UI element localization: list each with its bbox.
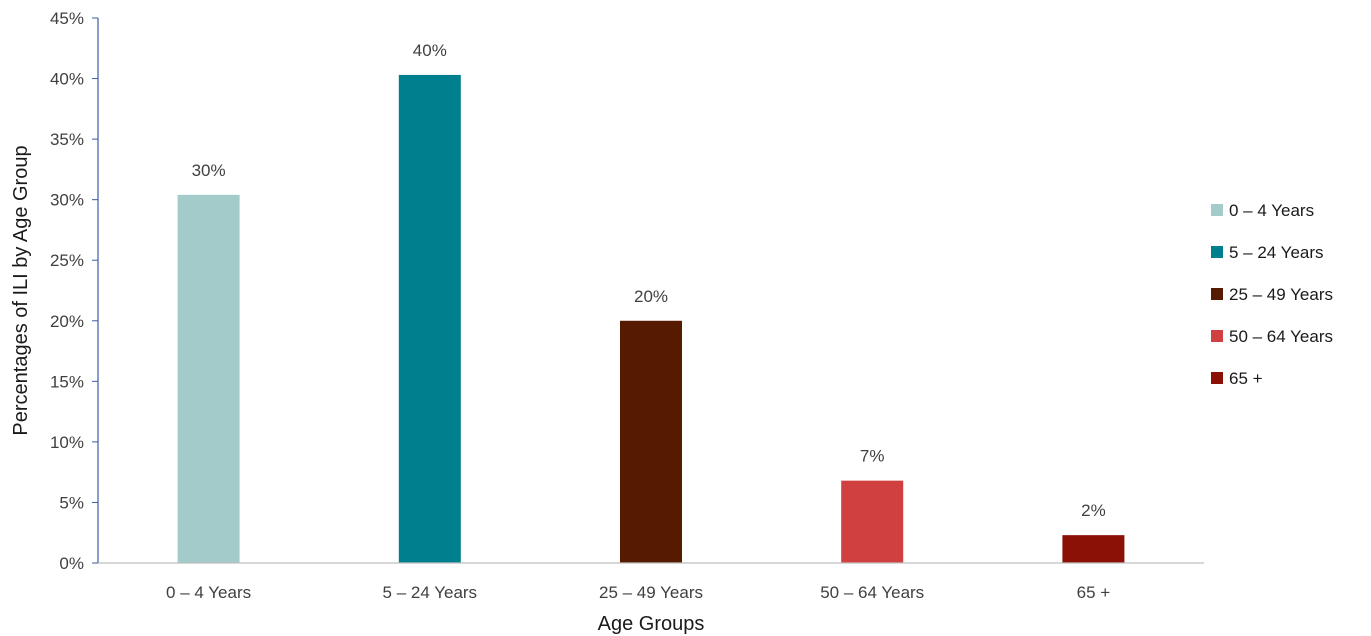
- y-tick-label: 20%: [50, 312, 84, 331]
- legend-swatch: [1211, 204, 1223, 216]
- bar: [398, 74, 461, 563]
- axes: [97, 18, 1204, 564]
- legend-swatch: [1211, 330, 1223, 342]
- legend-swatch: [1211, 288, 1223, 300]
- bar-data-labels: 30% 40% 20% 7% 2%: [192, 41, 1106, 520]
- x-axis-ticks: 0 – 4 Years 5 – 24 Years 25 – 49 Years 50 –…: [166, 583, 1110, 602]
- bar-value-label: 20%: [634, 287, 668, 306]
- y-tick-label: 30%: [50, 191, 84, 210]
- bar: [620, 320, 682, 563]
- x-tick-label: 25 – 49 Years: [599, 583, 703, 602]
- bar-value-label: 7%: [860, 447, 885, 466]
- legend-label: 0 – 4 Years: [1229, 201, 1314, 220]
- legend-label: 50 – 64 Years: [1229, 327, 1333, 346]
- y-axis-title: Percentages of ILI by Age Group: [10, 145, 32, 435]
- legend-swatch: [1211, 372, 1223, 384]
- x-tick-label: 5 – 24 Years: [383, 583, 478, 602]
- bar-value-label: 40%: [413, 41, 447, 60]
- x-tick-label: 65 +: [1077, 583, 1111, 602]
- y-tick-label: 5%: [59, 493, 84, 512]
- legend: 0 – 4 Years 5 – 24 Years 25 – 49 Years 50 –…: [1211, 201, 1333, 388]
- bar: [1062, 535, 1125, 563]
- y-tick-label: 10%: [50, 433, 84, 452]
- bars: [177, 74, 1125, 564]
- bar: [841, 480, 904, 563]
- legend-label: 25 – 49 Years: [1229, 285, 1333, 304]
- y-axis-ticks: 0% 5% 10% 15% 20% 25% 30% 35% 40% 45%: [50, 9, 98, 573]
- bar: [177, 194, 240, 564]
- y-tick-label: 45%: [50, 9, 84, 28]
- y-tick-label: 0%: [59, 554, 84, 573]
- legend-label: 65 +: [1229, 369, 1263, 388]
- bar-value-label: 2%: [1081, 501, 1106, 520]
- y-tick-label: 15%: [50, 372, 84, 391]
- legend-label: 5 – 24 Years: [1229, 243, 1324, 262]
- legend-swatch: [1211, 246, 1223, 258]
- y-tick-label: 25%: [50, 251, 84, 270]
- x-tick-label: 0 – 4 Years: [166, 583, 251, 602]
- x-tick-label: 50 – 64 Years: [820, 583, 924, 602]
- y-tick-label: 40%: [50, 70, 84, 89]
- y-tick-label: 35%: [50, 130, 84, 149]
- x-axis-title: Age Groups: [598, 613, 705, 635]
- bar-value-label: 30%: [192, 161, 226, 180]
